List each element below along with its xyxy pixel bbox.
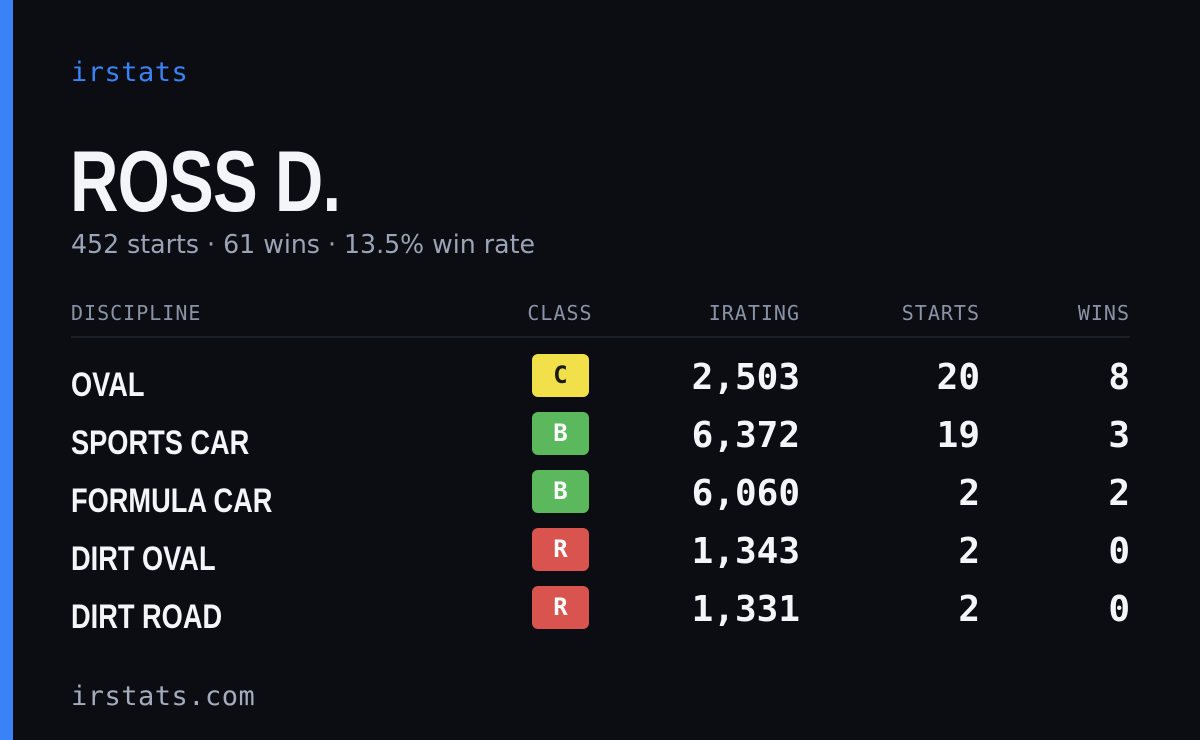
license-class-badge: B [532, 412, 589, 455]
column-header-wins: WINS [1077, 301, 1130, 325]
table-row: SPORTS CAR B 6,372 19 3 [0, 408, 1200, 466]
accent-bar [0, 0, 13, 740]
license-class-badge: C [532, 354, 589, 397]
footer-site-url: irstats.com [71, 681, 256, 712]
discipline-name: OVAL [71, 366, 145, 404]
irating-value: 2,503 [691, 357, 800, 398]
column-header-starts: STARTS [901, 301, 980, 325]
starts-value: 2 [958, 531, 980, 572]
irating-value: 6,060 [691, 473, 800, 514]
discipline-name: FORMULA CAR [71, 482, 273, 520]
license-class-badge: B [532, 470, 589, 513]
discipline-table: OVAL C 2,503 20 8 SPORTS CAR B 6,372 19 … [0, 350, 1200, 640]
starts-value: 20 [936, 357, 980, 398]
irating-value: 6,372 [691, 415, 800, 456]
starts-value: 2 [958, 473, 980, 514]
wins-value: 0 [1108, 589, 1130, 630]
starts-value: 19 [936, 415, 980, 456]
discipline-name: DIRT OVAL [71, 540, 216, 578]
brand-logo-text: irstats [71, 57, 189, 88]
wins-value: 0 [1108, 531, 1130, 572]
irating-value: 1,343 [691, 531, 800, 572]
starts-value: 2 [958, 589, 980, 630]
table-row: DIRT OVAL R 1,343 2 0 [0, 524, 1200, 582]
driver-name: ROSS D. [70, 134, 341, 230]
wins-value: 3 [1108, 415, 1130, 456]
table-row: DIRT ROAD R 1,331 2 0 [0, 582, 1200, 640]
header-divider [71, 336, 1130, 338]
wins-value: 2 [1108, 473, 1130, 514]
discipline-name: DIRT ROAD [71, 598, 223, 636]
column-header-class: CLASS [527, 301, 593, 325]
column-header-discipline: DISCIPLINE [71, 301, 202, 325]
table-row: OVAL C 2,503 20 8 [0, 350, 1200, 408]
wins-value: 8 [1108, 357, 1130, 398]
license-class-badge: R [532, 586, 589, 629]
driver-summary: 452 starts · 61 wins · 13.5% win rate [71, 230, 536, 260]
column-header-irating: IRATING [708, 301, 800, 325]
license-class-badge: R [532, 528, 589, 571]
discipline-name: SPORTS CAR [71, 424, 250, 462]
irating-value: 1,331 [691, 589, 800, 630]
table-row: FORMULA CAR B 6,060 2 2 [0, 466, 1200, 524]
